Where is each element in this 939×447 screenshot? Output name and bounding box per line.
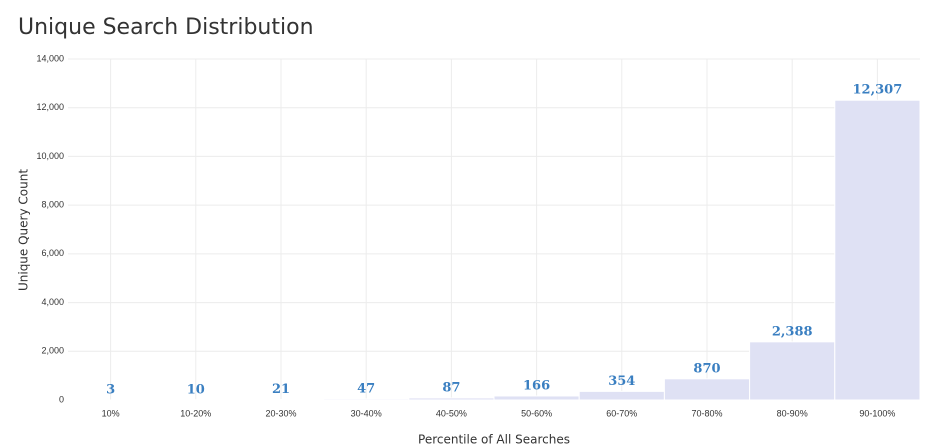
value-label: 870 xyxy=(693,361,720,376)
value-label: 21 xyxy=(272,382,290,397)
y-tick-label: 6,000 xyxy=(41,248,64,258)
bar xyxy=(834,99,921,401)
y-tick-label: 14,000 xyxy=(36,53,64,63)
x-axis-label: Percentile of All Searches xyxy=(418,433,570,447)
value-label: 354 xyxy=(608,374,635,389)
bar xyxy=(493,395,580,401)
x-tick-label: 50-60% xyxy=(521,408,552,418)
x-tick-label: 10-20% xyxy=(180,408,211,418)
chart-title: Unique Search Distribution xyxy=(18,15,314,40)
bar xyxy=(323,398,410,401)
value-label: 3 xyxy=(106,382,115,397)
y-axis-label: Unique Query Count xyxy=(17,169,31,291)
y-tick-label: 2,000 xyxy=(41,346,64,356)
bar xyxy=(749,341,836,401)
bar xyxy=(663,378,751,401)
y-tick-label: 10,000 xyxy=(36,151,64,161)
value-label: 87 xyxy=(442,380,460,395)
bar xyxy=(237,398,325,401)
x-tick-label: 60-70% xyxy=(606,408,637,418)
value-label: 10 xyxy=(187,382,205,397)
y-tick-label: 12,000 xyxy=(36,102,64,112)
y-tick-label: 8,000 xyxy=(41,200,64,210)
x-tick-label: 40-50% xyxy=(436,408,467,418)
x-tick-label: 20-30% xyxy=(265,408,296,418)
x-tick-label: 30-40% xyxy=(351,408,382,418)
value-label: 47 xyxy=(357,381,375,396)
x-tick-label: 10% xyxy=(102,408,120,418)
value-label: 12,307 xyxy=(853,83,903,98)
x-tick-label: 90-100% xyxy=(859,408,895,418)
x-tick-label: 80-90% xyxy=(777,408,808,418)
bar xyxy=(408,397,495,401)
x-tick-label: 70-80% xyxy=(691,408,722,418)
y-tick-label: 4,000 xyxy=(41,297,64,307)
bar xyxy=(578,390,665,401)
value-label: 2,388 xyxy=(772,324,813,339)
y-tick-label: 0 xyxy=(59,394,64,404)
value-label: 166 xyxy=(523,378,550,393)
